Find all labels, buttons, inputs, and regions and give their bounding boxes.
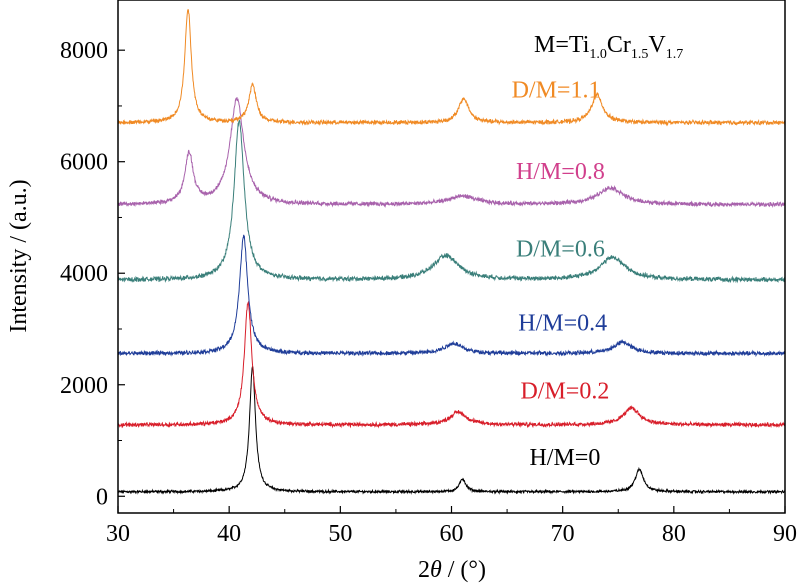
series-label-3: D/M=0.6 [516,237,605,263]
series-line-1 [117,300,786,429]
x-tick-label: 60 [440,521,464,547]
x-tick-label: 70 [551,521,575,547]
series-line-3 [117,119,786,284]
y-tick-label: 0 [96,484,108,510]
axis-layer [117,0,786,514]
x-tick-label: 80 [662,521,686,547]
series-label-layer: H/M=0 D/M=0.2 H/M=0.4 D/M=0.6 H/M=0.8 D/M=1.1 [512,78,610,471]
series-label-2: H/M=0.4 [518,311,607,337]
series-line-0 [117,366,786,495]
x-tick-label: 90 [773,521,797,547]
y-axis-label: Intensity / (a.u.) [6,179,32,332]
tick-layer: 30 40 50 60 70 80 90 0 2000 4000 6000 8000 [60,38,797,547]
x-tick-label: 40 [217,521,241,547]
series-layer [117,8,786,495]
x-tick-label: 30 [106,521,130,547]
x-axis-label: 2θ / (°) [418,557,486,583]
series-line-4 [117,97,786,209]
plot-frame [117,0,786,514]
series-label-0: H/M=0 [529,445,600,471]
y-tick-label: 2000 [60,373,108,399]
series-line-5 [117,8,786,127]
y-tick-label: 4000 [60,261,108,287]
series-label-4: H/M=0.8 [516,159,605,185]
series-label-1: D/M=0.2 [520,379,609,405]
series-label-5: D/M=1.1 [512,78,601,104]
y-tick-label: 8000 [60,38,108,64]
x-tick-label: 50 [328,521,352,547]
y-tick-label: 6000 [60,150,108,176]
formula-annotation: M=Ti1.0Cr1.5V1.7 [534,32,683,62]
series-line-2 [117,234,786,358]
